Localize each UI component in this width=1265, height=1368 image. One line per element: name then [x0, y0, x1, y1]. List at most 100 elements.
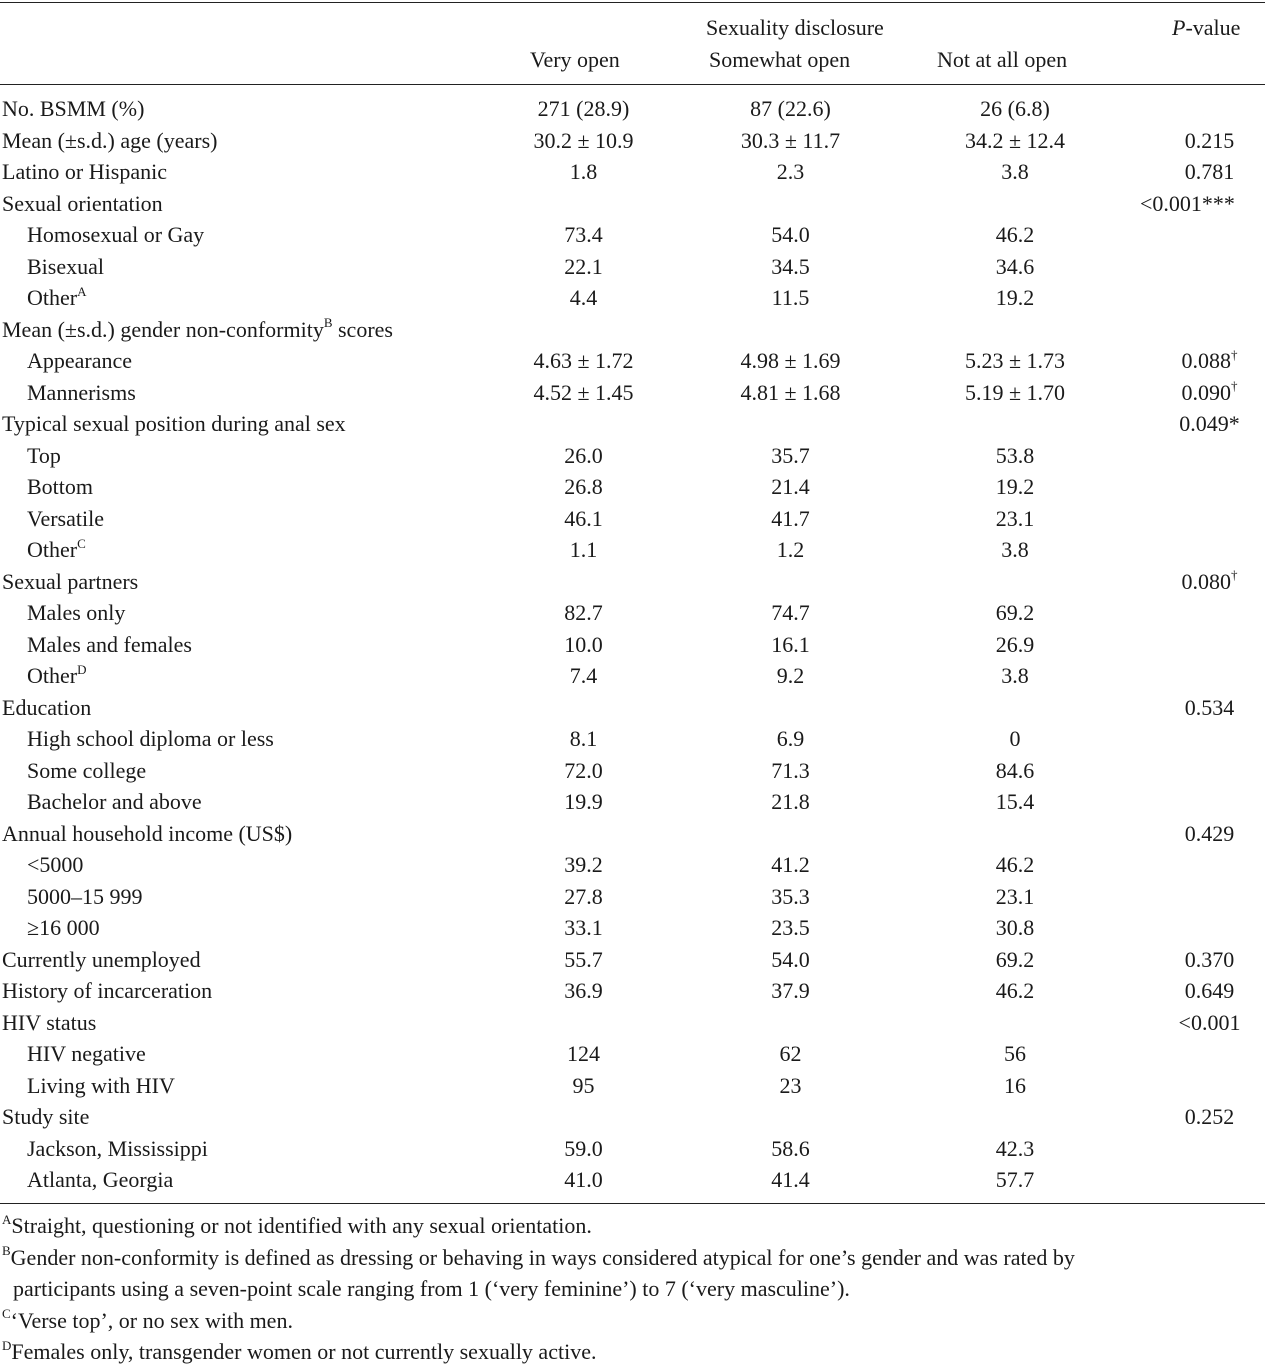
cell-not-at-all-open: 3.8 — [1001, 663, 1029, 688]
pvalue-text: 0.649 — [1184, 978, 1235, 1003]
cell-very-open: 82.7 — [564, 600, 603, 625]
cell-not-at-all-open: 46.2 — [995, 222, 1035, 247]
cell-pvalue: 0.049* — [1138, 408, 1265, 440]
pvalue-marker: † — [1231, 378, 1238, 394]
cell-somewhat-open: 30.3 ± 11.7 — [740, 127, 841, 153]
row-label: Living with HIV — [27, 1070, 175, 1102]
table-row: Versatile 46.1 41.7 23.1 — [0, 503, 1265, 535]
pvalue-text: 0.534 — [1184, 694, 1235, 720]
row-label: Typical sexual position during anal sex — [2, 408, 346, 440]
row-label-text: Atlanta, Georgia — [27, 1167, 174, 1192]
pvalue-marker: † — [1231, 346, 1238, 362]
cell-not-at-all-open: 5.19 ± 1.70 — [964, 379, 1066, 405]
footnote-line: AStraight, questioning or not identified… — [2, 1210, 1252, 1242]
row-label: Homosexual or Gay — [27, 219, 204, 251]
cell-very-open: 19.9 — [564, 789, 603, 814]
table-header-rule — [0, 84, 1265, 85]
cell-not-at-all-open: 19.2 — [995, 285, 1035, 310]
row-label-text: Study site — [2, 1104, 90, 1129]
cell-very-open: 1.8 — [569, 159, 598, 184]
row-label: Sexual orientation — [2, 188, 163, 220]
table-row: High school diploma or less 8.1 6.9 0 — [0, 723, 1265, 755]
cell-very-open: 7.4 — [569, 663, 598, 688]
cell-very-open: 73.4 — [564, 222, 603, 247]
cell-very-open: 10.0 — [564, 631, 603, 657]
table-row: HIV negative 124 62 56 — [0, 1038, 1265, 1070]
footnote-text: Females only, transgender women or not c… — [11, 1339, 597, 1364]
row-label: Bachelor and above — [27, 786, 202, 818]
cell-very-open: 26.0 — [564, 442, 603, 468]
cell-not-at-all-open: 57.7 — [995, 1167, 1035, 1192]
table-row: Education 0.534 — [0, 692, 1265, 724]
cell-pvalue: 0.370 — [1138, 944, 1265, 976]
row-label: Some college — [27, 755, 146, 787]
cell-not-at-all-open: 30.8 — [995, 915, 1035, 940]
row-label: Mannerisms — [27, 377, 136, 409]
row-label-text: Bachelor and above — [27, 789, 202, 814]
row-label: Annual household income (US$) — [2, 818, 292, 850]
row-label: Appearance — [27, 345, 132, 377]
row-label: Males and females — [27, 629, 192, 661]
table-row: OtherC 1.1 1.2 3.8 — [0, 534, 1265, 566]
cell-not-at-all-open: 16 — [1004, 1072, 1026, 1098]
table-row: History of incarceration 36.9 37.9 46.2 0.64… — [0, 975, 1265, 1007]
row-label: No. BSMM (%) — [2, 93, 144, 125]
pvalue-header-p: P — [1172, 15, 1186, 40]
row-label: Mean (±s.d.) gender non-conformityB scor… — [2, 314, 393, 346]
cell-very-open: 30.2 ± 10.9 — [533, 127, 634, 153]
footnote-mark: D — [2, 1337, 12, 1353]
pvalue-text: 0.252 — [1184, 1104, 1235, 1129]
row-label-text: Sexual partners — [2, 568, 139, 594]
cell-not-at-all-open: 5.23 ± 1.73 — [964, 348, 1066, 373]
footnote-marker: D — [77, 661, 87, 677]
cell-not-at-all-open: 46.2 — [995, 852, 1035, 877]
cell-somewhat-open: 41.4 — [771, 1167, 810, 1192]
row-label-text: Appearance — [27, 348, 133, 373]
cell-not-at-all-open: 3.8 — [1001, 159, 1029, 184]
pvalue-text: <0.001*** — [1140, 190, 1235, 216]
footnote-line: participants using a seven-point scale r… — [2, 1273, 1252, 1305]
row-label: ≥16 000 — [27, 912, 100, 944]
pvalue-text: 0.215 — [1184, 127, 1235, 153]
cell-very-open: 72.0 — [564, 757, 603, 783]
table-row: ≥16 000 33.1 23.5 30.8 — [0, 912, 1265, 944]
cell-very-open: 4.4 — [569, 285, 598, 310]
table-row: OtherD 7.4 9.2 3.8 — [0, 660, 1265, 692]
cell-pvalue: 0.080† — [1138, 566, 1265, 598]
cell-pvalue: 0.649 — [1138, 975, 1265, 1007]
footnote-line: C‘Verse top’, or no sex with men. — [2, 1305, 1252, 1337]
table-row: Latino or Hispanic 1.8 2.3 3.8 0.781 — [0, 156, 1265, 188]
pvalue-text: 0.090 — [1181, 379, 1232, 405]
table-row: Typical sexual position during anal sex 0… — [0, 408, 1265, 440]
cell-somewhat-open: 74.7 — [771, 600, 810, 625]
footnote-text: ‘Verse top’, or no sex with men. — [10, 1307, 293, 1333]
cell-pvalue: 0.215 — [1138, 125, 1265, 157]
row-label-text: Education — [2, 694, 92, 720]
pvalue-text: 0.080 — [1181, 568, 1232, 594]
table-row: 5000–15 999 27.8 35.3 23.1 — [0, 881, 1265, 913]
table-row: Males only 82.7 74.7 69.2 — [0, 597, 1265, 629]
cell-somewhat-open: 2.3 — [776, 159, 805, 184]
row-label-text: Versatile — [27, 505, 104, 531]
row-label: OtherD — [27, 660, 86, 692]
row-label-suffix: scores — [332, 316, 393, 342]
cell-very-open: 59.0 — [564, 1135, 603, 1161]
row-label-text: Homosexual or Gay — [27, 222, 205, 247]
row-label: Study site — [2, 1101, 89, 1133]
row-label: Bisexual — [27, 251, 104, 283]
cell-very-open: 46.1 — [564, 505, 603, 531]
cell-very-open: 22.1 — [564, 253, 603, 279]
cell-not-at-all-open: 23.1 — [995, 883, 1035, 909]
table-row: Mean (±s.d.) gender non-conformityB scor… — [0, 314, 1265, 346]
cell-not-at-all-open: 69.2 — [995, 600, 1035, 625]
cell-somewhat-open: 9.2 — [776, 663, 805, 688]
cell-very-open: 271 (28.9) — [537, 96, 630, 121]
row-label: Top — [27, 440, 61, 472]
table-row: Bachelor and above 19.9 21.8 15.4 — [0, 786, 1265, 818]
cell-not-at-all-open: 34.6 — [995, 253, 1035, 279]
footnote-marker: C — [77, 535, 86, 551]
row-label: HIV negative — [27, 1038, 146, 1070]
cell-somewhat-open: 35.7 — [771, 442, 810, 468]
cell-somewhat-open: 71.3 — [771, 757, 810, 783]
table-row: Bottom 26.8 21.4 19.2 — [0, 471, 1265, 503]
